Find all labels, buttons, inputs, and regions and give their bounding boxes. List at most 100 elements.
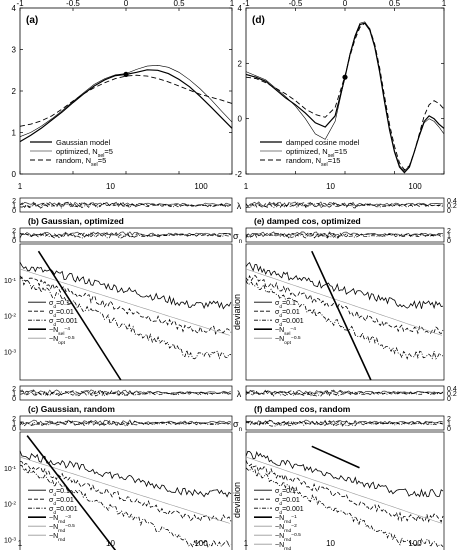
g0c0-sigma-line <box>19 232 231 239</box>
g1c0-dev-legend-entry-part: −3 <box>65 514 71 520</box>
g1c0-lambda-frame <box>19 385 233 401</box>
series-line-0 <box>19 69 233 143</box>
g0c0-lambda-tick-label: 2 <box>12 198 16 205</box>
g0c1-sigma-line <box>245 232 443 239</box>
sigma-axis-label-part: σ <box>233 231 239 241</box>
g0c1-dev-legend-entry-part: =0.001 <box>282 318 304 325</box>
deviation-axis-label: deviation <box>232 294 242 330</box>
x-tick-label: 1 <box>230 0 235 8</box>
g1c0-dev-legend-entry: ~Nrnd−3 <box>49 514 71 525</box>
log-x-tick-label-top: 10 <box>106 182 115 191</box>
g1c0-dev-legend-entry-part: =0.01 <box>56 497 74 504</box>
g0c1-sigma-line <box>245 231 443 238</box>
legend-entry-part: random, N <box>286 156 321 165</box>
g0c0-dev-dev-tick-part: -2 <box>12 312 17 318</box>
g1c0-lambda-tick-label: 0 <box>12 396 16 403</box>
y-tick-label: 2 <box>238 59 243 68</box>
g0c0-dev-dev-tick: 10-3 <box>4 348 16 357</box>
g1c1-lambda-right-tick-label: 0.2 <box>447 391 457 398</box>
g0c1-lambda-right-tick-label: 0.4 <box>447 198 457 205</box>
g0c0-sigma-line <box>19 232 231 238</box>
lambda-axis-label: λ <box>237 201 242 211</box>
g1c0-dev-dev-tick-part: -1 <box>12 464 17 470</box>
g0c1-dev-power-law <box>311 250 372 381</box>
g1c0-dev-dev-tick: 10-2 <box>4 500 16 509</box>
y-tick-label: 3 <box>12 46 17 55</box>
legend-entry: random, Nsel=5 <box>56 156 106 168</box>
g1c1-dev-legend-entry: ~Nrnd−1 <box>275 514 297 525</box>
g1c0-dev-dev-tick-part: 10 <box>4 537 12 544</box>
legend-entry-part: optimized, N <box>56 147 98 156</box>
sigma-axis-label-part: n <box>239 426 243 433</box>
log-x-tick-label-top: 1 <box>18 182 23 191</box>
g1c1-dev-legend-entry-part: σ <box>275 488 280 495</box>
panel-d-ticks: -1 -0.5 0 0.5 1 -2 0 2 4 <box>235 0 447 179</box>
g1c1-dev-legend-entry-part: σ <box>275 506 280 513</box>
g0c0-dev-dev-tick-part: -3 <box>12 348 17 354</box>
g0c1-dev-legend-entry-part: =0.01 <box>282 309 300 316</box>
g1c1-sigma-frame <box>245 415 445 431</box>
g1c1-dev-legend-entry-part: =0.01 <box>282 497 300 504</box>
g1c1-dev-legend-entry: ~Nrnd <box>275 542 292 550</box>
g1c1-dev-legend-entry-part: −2 <box>291 523 297 529</box>
g1c0-dev-legend-entry-part: rnd <box>58 537 65 543</box>
log-x-tick-label-top: 100 <box>194 182 208 191</box>
g0c1-dev-legend-entry-part: −4 <box>290 326 296 332</box>
g0c1-lambda-line <box>245 202 443 209</box>
g0c1-dev-legend-entry-part: opt <box>284 340 291 346</box>
g1c1-dev-legend-entry-part: rnd <box>284 528 291 534</box>
panel-title-b: (b) Gaussian, optimized <box>28 216 124 226</box>
g1c1-dev-legend-entry-part: ~N <box>275 515 284 522</box>
y-tick-label: 4 <box>238 4 243 13</box>
g1c1-dev-legend-entry-part: −1 <box>291 514 297 520</box>
g0c1-dev-dev-line <box>245 261 444 310</box>
g0c0-dev-legend-entry-part: σ <box>49 300 54 307</box>
data-point-marker <box>342 74 348 80</box>
g0c1-dev-legend-entry: ~Nsel−4 <box>275 326 296 337</box>
series-line-2 <box>245 22 445 171</box>
g1c1-dev-legend-entry-part: rnd <box>284 546 291 550</box>
g1c0-lambda-tick-label: 1 <box>12 391 16 398</box>
g0c1-dev-legend-entry: ~Nopt−0.5 <box>275 335 301 346</box>
log-x-tick-label-top: 10 <box>326 182 335 191</box>
log-x-tick-label-bottom: 100 <box>194 539 208 548</box>
data-point-marker <box>123 71 129 77</box>
g0c0-dev-legend-entry: σd=0.001 <box>49 318 78 328</box>
g1c1-dev-legend-entry: σd=0.01 <box>275 497 300 507</box>
g1c0-dev-dev-line <box>19 460 232 523</box>
g1c1-dev-legend-entry-part: ~N <box>275 524 284 531</box>
g0c0-dev-legend-entry: σd=0.1 <box>49 300 70 310</box>
g0c0-dev-legend-entry-part: −0.5 <box>65 335 75 341</box>
g1c0-dev-legend-entry: ~Nrnd−0.5 <box>49 523 75 534</box>
g1c1-dev-legend-entry-part: d <box>279 510 282 516</box>
g0c0-sigma-tick-label: 0 <box>12 238 16 245</box>
g0c1-lambda-right-tick-label: 0.2 <box>447 203 457 210</box>
g0c1-dev-legend-entry-part: σ <box>275 318 280 325</box>
log-x-tick-label-bottom: 10 <box>326 539 335 548</box>
g1c0-dev-legend-entry-part: rnd <box>58 519 65 525</box>
g0c0-dev-frame <box>19 243 233 381</box>
g1c1-sigma-right-tick-label: 0 <box>447 426 451 433</box>
g1c1-dev-legend-entry: ~Nrnd−0.5 <box>275 532 301 543</box>
g0c0-dev-dev-tick-part: 10 <box>4 349 12 356</box>
y-tick-label: 4 <box>12 4 17 13</box>
g0c0-dev-legend-entry-part: d <box>53 322 56 328</box>
legend-entry: Gaussian model <box>56 138 111 147</box>
sigma-axis-label: σn <box>233 231 243 245</box>
g0c1-lambda-line <box>245 201 443 208</box>
g1c0-dev-legend-entry-part: d <box>53 492 56 498</box>
legend-entry-part: sel <box>321 162 328 168</box>
log-x-tick-label-top: 1 <box>244 182 249 191</box>
panel-a: (a) -1 -0.5 0 0.5 1 0 1 2 3 4 Gaussian modeloptim… <box>12 0 235 179</box>
g1c0-dev-legend-entry-part: =0.001 <box>56 506 78 513</box>
g0c1-dev-legend-entry-part: d <box>279 313 282 319</box>
legend-entry-part: =5 <box>104 147 113 156</box>
g1c1-lambda-line <box>245 389 444 397</box>
x-tick-label: 0.5 <box>389 0 401 8</box>
g0c0-dev-legend-entry: σd=0.01 <box>49 309 74 319</box>
g0c0-dev-legend-entry-part: ~N <box>49 336 58 343</box>
g1c1-sigma-line <box>245 420 443 426</box>
g0c0-lambda-line <box>19 201 231 208</box>
legend-entry-part: Gaussian model <box>56 138 111 147</box>
